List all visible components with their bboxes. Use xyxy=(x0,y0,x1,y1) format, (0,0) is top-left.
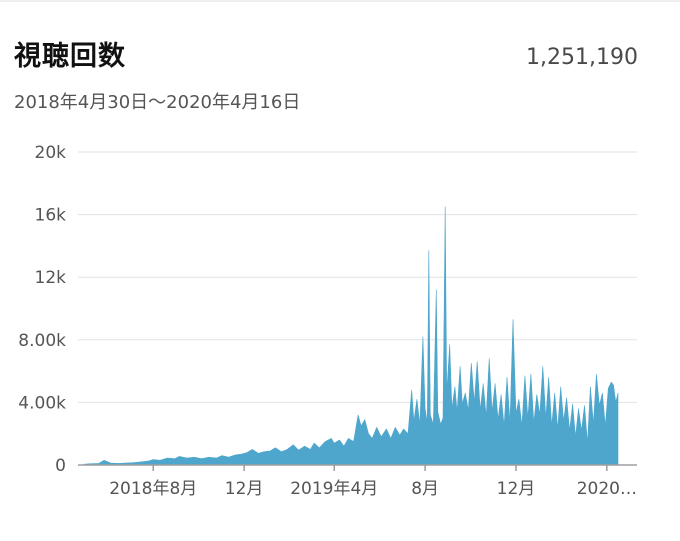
x-tick-label: 2020… xyxy=(577,479,637,499)
top-divider xyxy=(0,0,680,2)
x-axis: 2018年8月 12月 2019年4月 8月 12月 2020… xyxy=(78,464,637,499)
date-range: 2018年4月30日～2020年4月16日 xyxy=(14,92,301,113)
gridlines xyxy=(78,151,637,403)
metric-total: 1,251,190 xyxy=(526,45,638,70)
y-tick-label: 8.00k xyxy=(18,331,66,351)
x-tick-label: 2018年8月 xyxy=(109,479,197,499)
y-axis-tick-labels: 0 4.00k 8.00k 12k 16k 20k xyxy=(18,143,66,476)
metric-title: 視聴回数 xyxy=(14,41,126,72)
y-tick-label: 12k xyxy=(35,268,67,288)
y-tick-label: 4.00k xyxy=(18,393,66,413)
y-tick-label: 16k xyxy=(35,206,67,226)
x-tick-label: 12月 xyxy=(497,479,536,499)
views-series-area xyxy=(83,206,619,466)
plot-area xyxy=(83,206,619,466)
y-tick-label: 20k xyxy=(35,143,67,163)
x-tick-label: 2019年4月 xyxy=(290,479,378,499)
y-tick-label: 0 xyxy=(55,456,66,476)
x-tick-label: 8月 xyxy=(411,479,439,499)
x-tick-label: 12月 xyxy=(225,479,264,499)
